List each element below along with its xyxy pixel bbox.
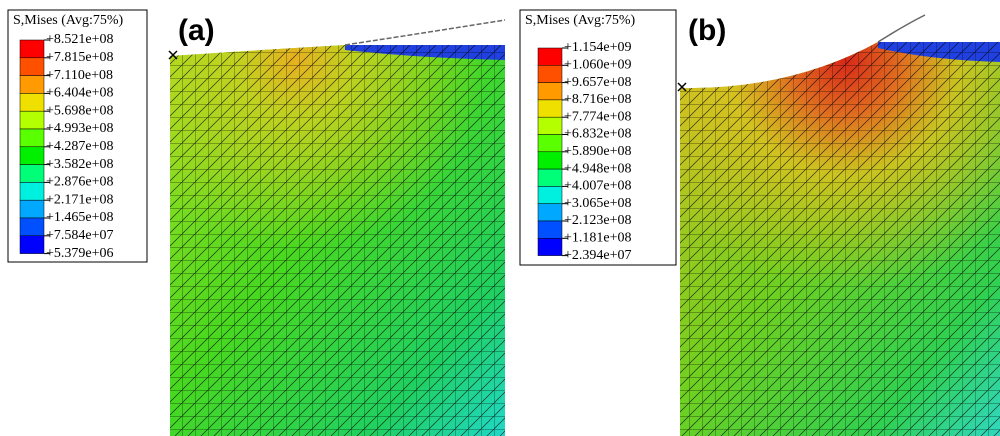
legend-swatch bbox=[19, 128, 45, 148]
legend-label: +5.890e+08 bbox=[564, 144, 632, 159]
contour-b bbox=[680, 42, 1000, 436]
legend-label: +7.110e+08 bbox=[46, 68, 113, 83]
legend-label: +9.657e+08 bbox=[564, 75, 632, 90]
legend: S,Mises (Avg:75%) +1.154e+09 +1.060e+09 +9.… bbox=[519, 9, 677, 266]
panel-label: (a) bbox=[178, 14, 215, 47]
legend-swatch bbox=[19, 235, 45, 254]
legend-label: +2.123e+08 bbox=[564, 213, 632, 228]
deformed-edge bbox=[877, 14, 926, 43]
legend-swatch bbox=[19, 75, 45, 94]
legend-label: +2.171e+08 bbox=[46, 192, 114, 207]
legend-swatch bbox=[537, 99, 563, 118]
legend-label: +3.065e+08 bbox=[564, 196, 632, 211]
marker bbox=[677, 82, 687, 92]
legend-swatch bbox=[19, 146, 45, 165]
legend-label: +7.774e+08 bbox=[564, 109, 632, 124]
legend-label: +1.465e+08 bbox=[46, 210, 114, 225]
legend-swatch bbox=[537, 203, 563, 222]
legend-swatch bbox=[537, 186, 563, 204]
legend-swatch bbox=[537, 168, 563, 187]
legend-label: +1.181e+08 bbox=[564, 231, 632, 246]
legend-swatch bbox=[537, 220, 563, 239]
legend-label: +2.394e+07 bbox=[564, 248, 632, 263]
deformed-edge bbox=[344, 19, 506, 46]
legend-label: +6.832e+08 bbox=[564, 127, 632, 142]
legend-swatch bbox=[537, 82, 563, 101]
legend-label: +5.379e+06 bbox=[46, 246, 114, 261]
legend-label: +8.716e+08 bbox=[564, 92, 632, 107]
legend-label: +4.948e+08 bbox=[564, 161, 632, 176]
legend-swatch bbox=[537, 238, 563, 256]
legend-label: +5.698e+08 bbox=[46, 103, 114, 118]
contour-a bbox=[170, 45, 505, 436]
panel-label: (b) bbox=[688, 14, 726, 47]
legend-swatch bbox=[19, 93, 45, 112]
legend-swatch bbox=[19, 57, 45, 76]
legend-label: +7.584e+07 bbox=[46, 228, 114, 243]
legend-label: +8.521e+08 bbox=[46, 32, 114, 47]
legend-label: +2.876e+08 bbox=[46, 175, 114, 190]
legend-swatch bbox=[19, 164, 45, 183]
legend-title: S,Mises (Avg:75%) bbox=[525, 13, 636, 28]
legend-swatch bbox=[537, 151, 563, 170]
legend-title: S,Mises (Avg:75%) bbox=[13, 13, 124, 28]
legend-label: +4.993e+08 bbox=[46, 121, 114, 136]
legend-label: +4.007e+08 bbox=[564, 179, 632, 194]
legend-swatch bbox=[19, 217, 45, 237]
legend-swatch bbox=[537, 116, 563, 135]
marker bbox=[168, 50, 178, 60]
legend-label: +7.815e+08 bbox=[46, 50, 114, 65]
legend-label: +3.582e+08 bbox=[46, 157, 114, 172]
legend-label: +6.404e+08 bbox=[46, 86, 114, 101]
legend-label: +1.060e+09 bbox=[564, 58, 632, 73]
legend-swatch bbox=[19, 39, 45, 59]
legend-label: +4.287e+08 bbox=[46, 139, 114, 154]
legend-swatch bbox=[537, 134, 563, 153]
legend-swatch bbox=[537, 47, 563, 66]
legend-label: +1.154e+09 bbox=[564, 40, 632, 55]
legend: S,Mises (Avg:75%) +8.521e+08 +7.815e+08 +7.… bbox=[7, 9, 148, 263]
legend-swatch bbox=[19, 182, 45, 201]
legend-swatch bbox=[19, 110, 45, 130]
legend-swatch bbox=[537, 65, 563, 83]
legend-swatch bbox=[19, 199, 45, 219]
